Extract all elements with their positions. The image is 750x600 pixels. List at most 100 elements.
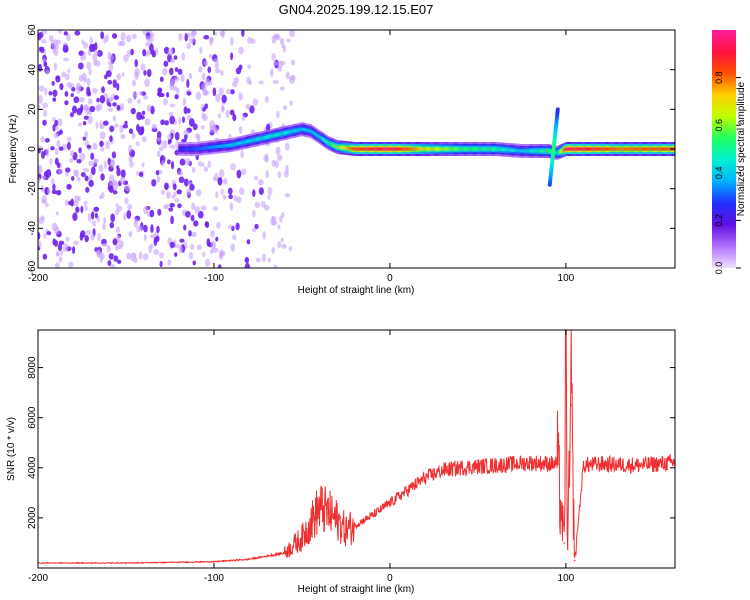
spectrogram-noise-point: [157, 87, 163, 93]
spectrogram-noise-point: [96, 50, 103, 57]
spectrogram-trace-cell: [318, 135, 320, 139]
spectrogram-noise-point: [167, 138, 171, 145]
spectrogram-trace-cell: [411, 147, 413, 151]
spectrogram-trace-cell: [357, 147, 359, 151]
spectrogram-trace-cell: [219, 144, 221, 148]
spectrogram-trace-cell: [182, 147, 184, 151]
spectrogram-trace-cell: [423, 147, 425, 151]
spectrogram-noise-point: [54, 119, 59, 127]
spectrogram-noise-point: [128, 144, 133, 153]
spectrogram-noise-point: [289, 100, 293, 106]
spectrogram-noise-point: [123, 54, 129, 63]
spectrogram-trace-cell: [595, 147, 597, 151]
spectrogram-noise-point: [257, 178, 264, 186]
spectrogram-noise-point: [196, 244, 202, 251]
spectrogram-trace-cell: [279, 132, 281, 136]
spectrogram-noise-point: [77, 195, 81, 202]
spectrogram-noise-point: [73, 240, 79, 246]
spectrogram-trace-cell: [518, 149, 520, 153]
spectrogram-trace-cell: [283, 131, 285, 135]
spectrogram-noise-point: [208, 80, 213, 86]
spectrogram-noise-point: [126, 209, 132, 219]
colorbar-label: Normalized spectral amplitude: [736, 81, 747, 216]
spectrogram-noise-point: [254, 223, 259, 230]
spectrogram-trace-cell: [304, 128, 306, 132]
spectrogram-noise-point: [133, 220, 138, 228]
spectrogram-noise-point: [177, 68, 183, 75]
spectrogram-trace-cell: [432, 147, 434, 151]
spectrogram-trace-cell: [631, 147, 633, 151]
spectrogram-noise-point: [109, 125, 115, 133]
spectrogram-noise-point: [271, 246, 275, 254]
spectrogram-trace-cell: [270, 134, 272, 138]
spectrogram-noise-point: [93, 206, 100, 212]
spectrogram-noise-point: [86, 91, 92, 97]
spectrogram-noise-point: [56, 139, 61, 148]
spectrogram-noise-point: [265, 170, 270, 179]
spectrogram-trace-cell: [382, 147, 384, 151]
spectrogram-trace-cell: [235, 142, 237, 146]
spectrogram-noise-point: [65, 73, 70, 81]
spectrogram-noise-point: [238, 92, 243, 101]
spectrogram-noise-point: [83, 77, 87, 84]
spectrogram-trace-cell: [393, 147, 395, 151]
spectrogram-noise-point: [167, 47, 174, 57]
spectrogram-noise-point: [188, 230, 192, 237]
spectrogram-noise-point: [212, 247, 219, 253]
spectrogram-noise-point: [170, 215, 174, 225]
spectrogram-trace-cell: [471, 147, 473, 151]
snr-x-ticks: -200 -100 0 100: [28, 330, 575, 584]
spectrogram-trace-cell: [416, 147, 418, 151]
spectrogram-trace-cell: [651, 147, 653, 151]
spectrogram-noise-point: [183, 224, 187, 231]
spectrogram-noise-point: [214, 31, 218, 36]
spectrogram-noise-point: [219, 30, 225, 37]
spectrogram-noise-point: [174, 252, 178, 257]
spectrogram-noise-point: [194, 206, 201, 214]
spectrogram-noise-point: [151, 123, 157, 130]
spectrogram-noise-point: [51, 189, 57, 195]
spectrogram-trace-cell: [424, 147, 426, 151]
snr-data-point: [441, 469, 444, 472]
spectrogram-trace-cell: [388, 147, 390, 151]
spectrogram-noise-point: [196, 134, 201, 143]
spectrogram-trace-cell: [258, 137, 260, 141]
spectrogram-noise-point: [55, 189, 62, 196]
snr-panel: -200 -100 0 100 2000 4000 6000 8000 Height of …: [6, 329, 676, 595]
spectrogram-trace-cell: [510, 148, 512, 152]
spectrogram-trace-cell: [508, 148, 510, 152]
spectrogram-trace-cell: [241, 141, 243, 145]
spectrogram-trace-cell: [499, 147, 501, 151]
spectrogram-trace-cell: [438, 147, 440, 151]
spectrogram-noise-point: [74, 30, 81, 36]
spectrogram-noise-point: [227, 187, 233, 195]
spectrogram-trace-cell: [353, 147, 355, 151]
spectrogram-trace-cell: [239, 141, 241, 145]
spectrogram-noise-point: [92, 87, 98, 94]
spectrogram-trace-cell: [293, 129, 295, 133]
spectrogram-trace-cell: [263, 136, 265, 140]
spectrogram-noise-point: [68, 261, 74, 268]
spectrogram-noise-point: [161, 139, 168, 149]
spectrogram-trace-cell: [643, 147, 645, 151]
spectrogram-noise-point: [139, 91, 143, 96]
spectrogram-trace-cell: [496, 147, 498, 151]
spectrogram-trace-cell: [491, 147, 493, 151]
spectrogram-noise-point: [53, 47, 59, 57]
spectrogram-noise-point: [86, 61, 92, 70]
spectrogram-noise-point: [182, 97, 187, 107]
spectrogram-trace-cell: [249, 139, 251, 143]
spectrogram-noise-point: [248, 80, 253, 85]
spectrogram-trace-cell: [646, 147, 648, 151]
spectrogram-noise-point: [156, 175, 161, 183]
spectrogram-noise-point: [215, 191, 219, 199]
spectrogram-noise-point: [146, 104, 152, 112]
spectrogram-trace-cell: [324, 138, 326, 143]
spectrogram-noise-point: [281, 43, 286, 49]
spectrogram-trace-cell: [520, 149, 522, 153]
spectrogram-noise-point: [179, 158, 186, 166]
spectrogram-noise-point: [241, 115, 246, 121]
spectrogram-noise-point: [252, 209, 256, 218]
spectrogram-noise-point: [112, 115, 116, 122]
